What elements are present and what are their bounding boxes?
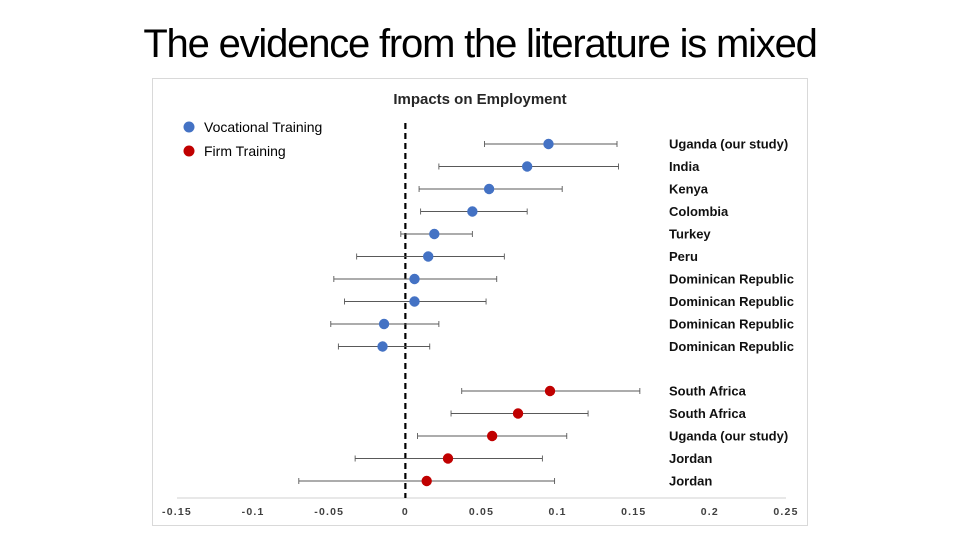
study-label: Colombia bbox=[669, 204, 729, 219]
forest-row bbox=[420, 206, 528, 217]
study-label: South Africa bbox=[669, 384, 747, 399]
forest-row bbox=[330, 318, 440, 330]
forest-row bbox=[461, 385, 641, 397]
legend-label-firm: Firm Training bbox=[204, 143, 286, 159]
legend-label-vocational: Vocational Training bbox=[204, 119, 322, 135]
study-label: Dominican Republic bbox=[669, 294, 794, 309]
forest-row bbox=[356, 251, 505, 262]
plot-marks bbox=[298, 138, 641, 487]
forest-row bbox=[484, 138, 618, 150]
row-labels: Uganda (our study) India Kenya Colombia Turk… bbox=[669, 137, 794, 489]
study-label: Dominican Republic bbox=[669, 317, 794, 332]
study-label: Uganda (our study) bbox=[669, 429, 788, 444]
point-estimate bbox=[512, 408, 524, 419]
chart-frame: Impacts on Employment Vocational Trainin… bbox=[152, 78, 808, 526]
x-axis: -0.15 -0.1 -0.05 0 0.05 0.1 0.15 0.2 0.25 bbox=[162, 497, 798, 518]
point-estimate bbox=[423, 251, 434, 262]
forest-row bbox=[418, 183, 563, 195]
x-tick-label: 0.15 bbox=[621, 506, 646, 518]
point-estimate bbox=[409, 273, 420, 285]
legend-marker-vocational bbox=[183, 121, 195, 133]
study-label: Dominican Republic bbox=[669, 272, 794, 287]
x-tick-label: 0.05 bbox=[469, 506, 494, 518]
x-tick-label: -0.05 bbox=[314, 506, 344, 518]
study-label: Peru bbox=[669, 249, 698, 264]
point-estimate bbox=[378, 318, 390, 330]
slide-title: The evidence from the literature is mixe… bbox=[143, 22, 818, 66]
point-estimate bbox=[521, 161, 533, 172]
x-tick-label: 0 bbox=[402, 506, 409, 518]
forest-row bbox=[298, 475, 556, 487]
point-estimate bbox=[429, 228, 440, 240]
x-tick-label: 0.25 bbox=[773, 506, 798, 518]
point-estimate bbox=[483, 183, 495, 195]
point-estimate bbox=[544, 385, 556, 397]
forest-row bbox=[400, 228, 473, 240]
point-estimate bbox=[543, 138, 554, 150]
x-tick-label: 0.1 bbox=[549, 506, 567, 518]
study-label: Jordan bbox=[669, 474, 712, 489]
forest-row bbox=[450, 408, 589, 419]
legend-marker-firm bbox=[183, 145, 195, 157]
study-label: South Africa bbox=[669, 406, 747, 421]
point-estimate bbox=[377, 341, 388, 352]
forest-row bbox=[438, 161, 619, 172]
forest-row bbox=[337, 341, 431, 352]
point-estimate bbox=[421, 475, 432, 487]
point-estimate bbox=[486, 430, 498, 442]
study-label: Dominican Republic bbox=[669, 339, 794, 354]
study-label: Jordan bbox=[669, 451, 712, 466]
study-label: Uganda (our study) bbox=[669, 137, 788, 152]
forest-row bbox=[354, 453, 543, 464]
x-tick-label: -0.15 bbox=[162, 506, 192, 518]
point-estimate bbox=[442, 453, 454, 464]
legend: Vocational Training Firm Training bbox=[183, 119, 322, 159]
study-label: India bbox=[669, 159, 700, 174]
forest-plot: Impacts on Employment Vocational Trainin… bbox=[162, 91, 798, 518]
study-label: Kenya bbox=[669, 182, 709, 197]
x-tick-label: -0.1 bbox=[242, 506, 265, 518]
forest-row bbox=[333, 273, 498, 285]
forest-row bbox=[417, 430, 568, 442]
point-estimate bbox=[467, 206, 478, 217]
forest-row bbox=[344, 296, 487, 307]
study-label: Turkey bbox=[669, 227, 711, 242]
x-tick-label: 0.2 bbox=[701, 506, 719, 518]
chart-title: Impacts on Employment bbox=[393, 91, 566, 108]
point-estimate bbox=[409, 296, 420, 307]
